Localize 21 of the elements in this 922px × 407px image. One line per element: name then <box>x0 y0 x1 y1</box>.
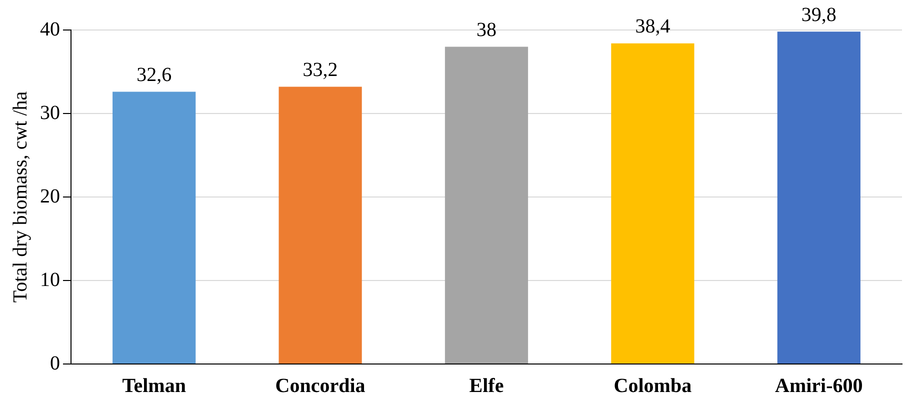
data-label: 38,4 <box>635 16 670 38</box>
y-tick-label: 20 <box>40 185 60 208</box>
x-tick-label: Concordia <box>275 375 366 398</box>
x-tick-label: Telman <box>122 375 186 398</box>
data-label: 39,8 <box>801 4 836 26</box>
x-tick-label: Colomba <box>614 375 692 398</box>
y-tick-label: 30 <box>40 102 60 124</box>
bar <box>611 43 694 364</box>
x-tick-label: Elfe <box>469 375 504 398</box>
bar <box>278 86 362 364</box>
data-label: 38 <box>476 18 496 41</box>
data-label: 33,2 <box>302 59 338 82</box>
y-tick-label: 10 <box>40 268 60 291</box>
bar <box>112 92 196 364</box>
y-axis-title: Total dry biomass, cwt /ha <box>9 91 32 303</box>
y-tick-label: 0 <box>50 352 60 374</box>
x-tick-label: Amiri-600 <box>775 375 863 398</box>
bar <box>444 46 528 364</box>
y-tick-label: 40 <box>40 18 60 40</box>
data-label: 32,6 <box>136 64 172 86</box>
bar <box>777 32 860 364</box>
